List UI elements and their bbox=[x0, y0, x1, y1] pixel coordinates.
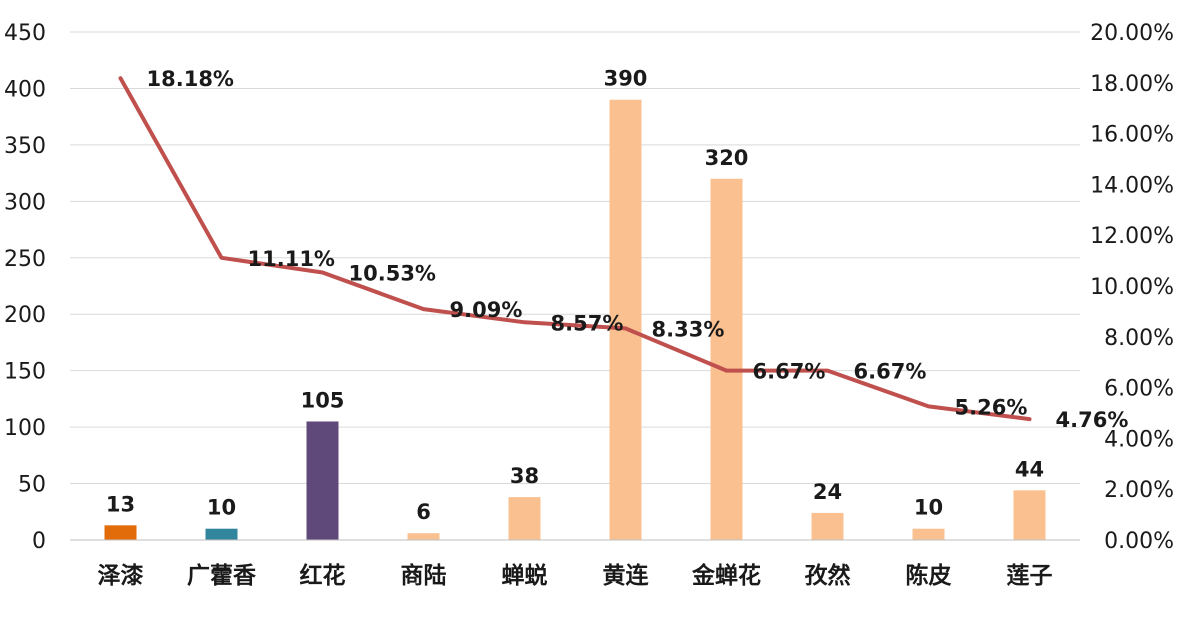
line-data-label: 4.76% bbox=[1056, 408, 1129, 432]
category-label: 孜然 bbox=[805, 562, 851, 589]
left-tick-label: 250 bbox=[4, 247, 46, 272]
left-tick-label: 350 bbox=[4, 134, 46, 159]
bar bbox=[811, 512, 844, 540]
right-y-axis: 0.00% 2.00% 4.00% 6.00% 8.00% 10.00% 12.00% 14.… bbox=[1090, 21, 1174, 554]
category-label: 商陆 bbox=[401, 562, 447, 589]
category-label: 黄连 bbox=[603, 562, 650, 589]
bar bbox=[104, 525, 137, 540]
bar bbox=[508, 497, 541, 540]
right-tick-label: 12.00% bbox=[1090, 224, 1174, 249]
left-tick-label: 450 bbox=[4, 21, 46, 46]
category-label: 蝉蜕 bbox=[502, 562, 548, 589]
bar-data-label: 10 bbox=[207, 496, 236, 520]
x-axis: 泽漆 广藿香 红花 商陆 蝉蜕 黄连 金蝉花 孜然 陈皮 莲子 bbox=[70, 539, 1080, 589]
bar-data-label: 320 bbox=[705, 146, 749, 170]
category-label: 广藿香 bbox=[187, 562, 257, 589]
line-path bbox=[118, 76, 1032, 422]
bar-data-label: 44 bbox=[1015, 457, 1044, 481]
category-label: 金蝉花 bbox=[691, 562, 761, 589]
line-data-labels: 18.18% 11.11% 10.53% 9.09% 8.57% 8.33% 6.67% 6.… bbox=[147, 67, 1129, 432]
right-tick-label: 8.00% bbox=[1104, 326, 1174, 351]
bar bbox=[1013, 490, 1046, 540]
bar bbox=[205, 528, 238, 540]
right-tick-label: 2.00% bbox=[1104, 478, 1174, 503]
bar-data-label: 6 bbox=[416, 500, 431, 524]
category-label: 莲子 bbox=[1007, 563, 1053, 589]
left-tick-label: 300 bbox=[4, 190, 46, 215]
line-data-label: 11.11% bbox=[248, 247, 335, 271]
line-data-label: 6.67% bbox=[854, 360, 927, 384]
bar-data-labels: 13 10 105 6 38 390 320 24 10 44 bbox=[106, 67, 1044, 524]
line-data-label: 10.53% bbox=[349, 262, 436, 286]
left-tick-label: 150 bbox=[4, 360, 46, 385]
line-data-label: 18.18% bbox=[147, 67, 234, 91]
right-tick-label: 10.00% bbox=[1090, 275, 1174, 300]
left-tick-label: 0 bbox=[32, 529, 46, 554]
line-data-label: 9.09% bbox=[450, 298, 523, 322]
left-tick-label: 200 bbox=[4, 303, 46, 328]
bar bbox=[306, 421, 339, 540]
left-y-axis: 0 50 100 150 200 250 300 350 400 450 bbox=[4, 21, 46, 554]
line-data-label: 6.67% bbox=[753, 360, 826, 384]
bar-series bbox=[104, 99, 1046, 540]
bar-data-label: 390 bbox=[604, 67, 648, 91]
category-label: 红花 bbox=[300, 562, 346, 589]
bar bbox=[912, 528, 945, 540]
category-label: 泽漆 bbox=[98, 563, 144, 589]
line-series bbox=[118, 76, 1032, 422]
bar bbox=[407, 533, 440, 540]
left-tick-label: 400 bbox=[4, 77, 46, 102]
bar-data-label: 10 bbox=[914, 496, 943, 520]
gridlines bbox=[70, 31, 1080, 485]
right-tick-label: 20.00% bbox=[1090, 21, 1174, 46]
line-data-label: 5.26% bbox=[955, 395, 1028, 419]
right-tick-label: 6.00% bbox=[1104, 377, 1174, 402]
line-data-label: 8.33% bbox=[652, 317, 725, 341]
left-tick-label: 100 bbox=[4, 416, 46, 441]
line-data-label: 8.57% bbox=[551, 311, 624, 335]
right-tick-label: 18.00% bbox=[1090, 72, 1174, 97]
bar-data-label: 24 bbox=[813, 480, 842, 504]
right-tick-label: 14.00% bbox=[1090, 173, 1174, 198]
bar-data-label: 13 bbox=[106, 492, 135, 516]
left-tick-label: 50 bbox=[18, 473, 46, 498]
right-tick-label: 4.00% bbox=[1104, 427, 1174, 452]
bar bbox=[710, 178, 743, 540]
category-label: 陈皮 bbox=[906, 562, 952, 589]
right-tick-label: 0.00% bbox=[1104, 529, 1174, 554]
right-tick-label: 16.00% bbox=[1090, 123, 1174, 148]
bar-data-label: 38 bbox=[510, 464, 539, 488]
bar-data-label: 105 bbox=[301, 388, 345, 412]
bar bbox=[609, 99, 642, 540]
